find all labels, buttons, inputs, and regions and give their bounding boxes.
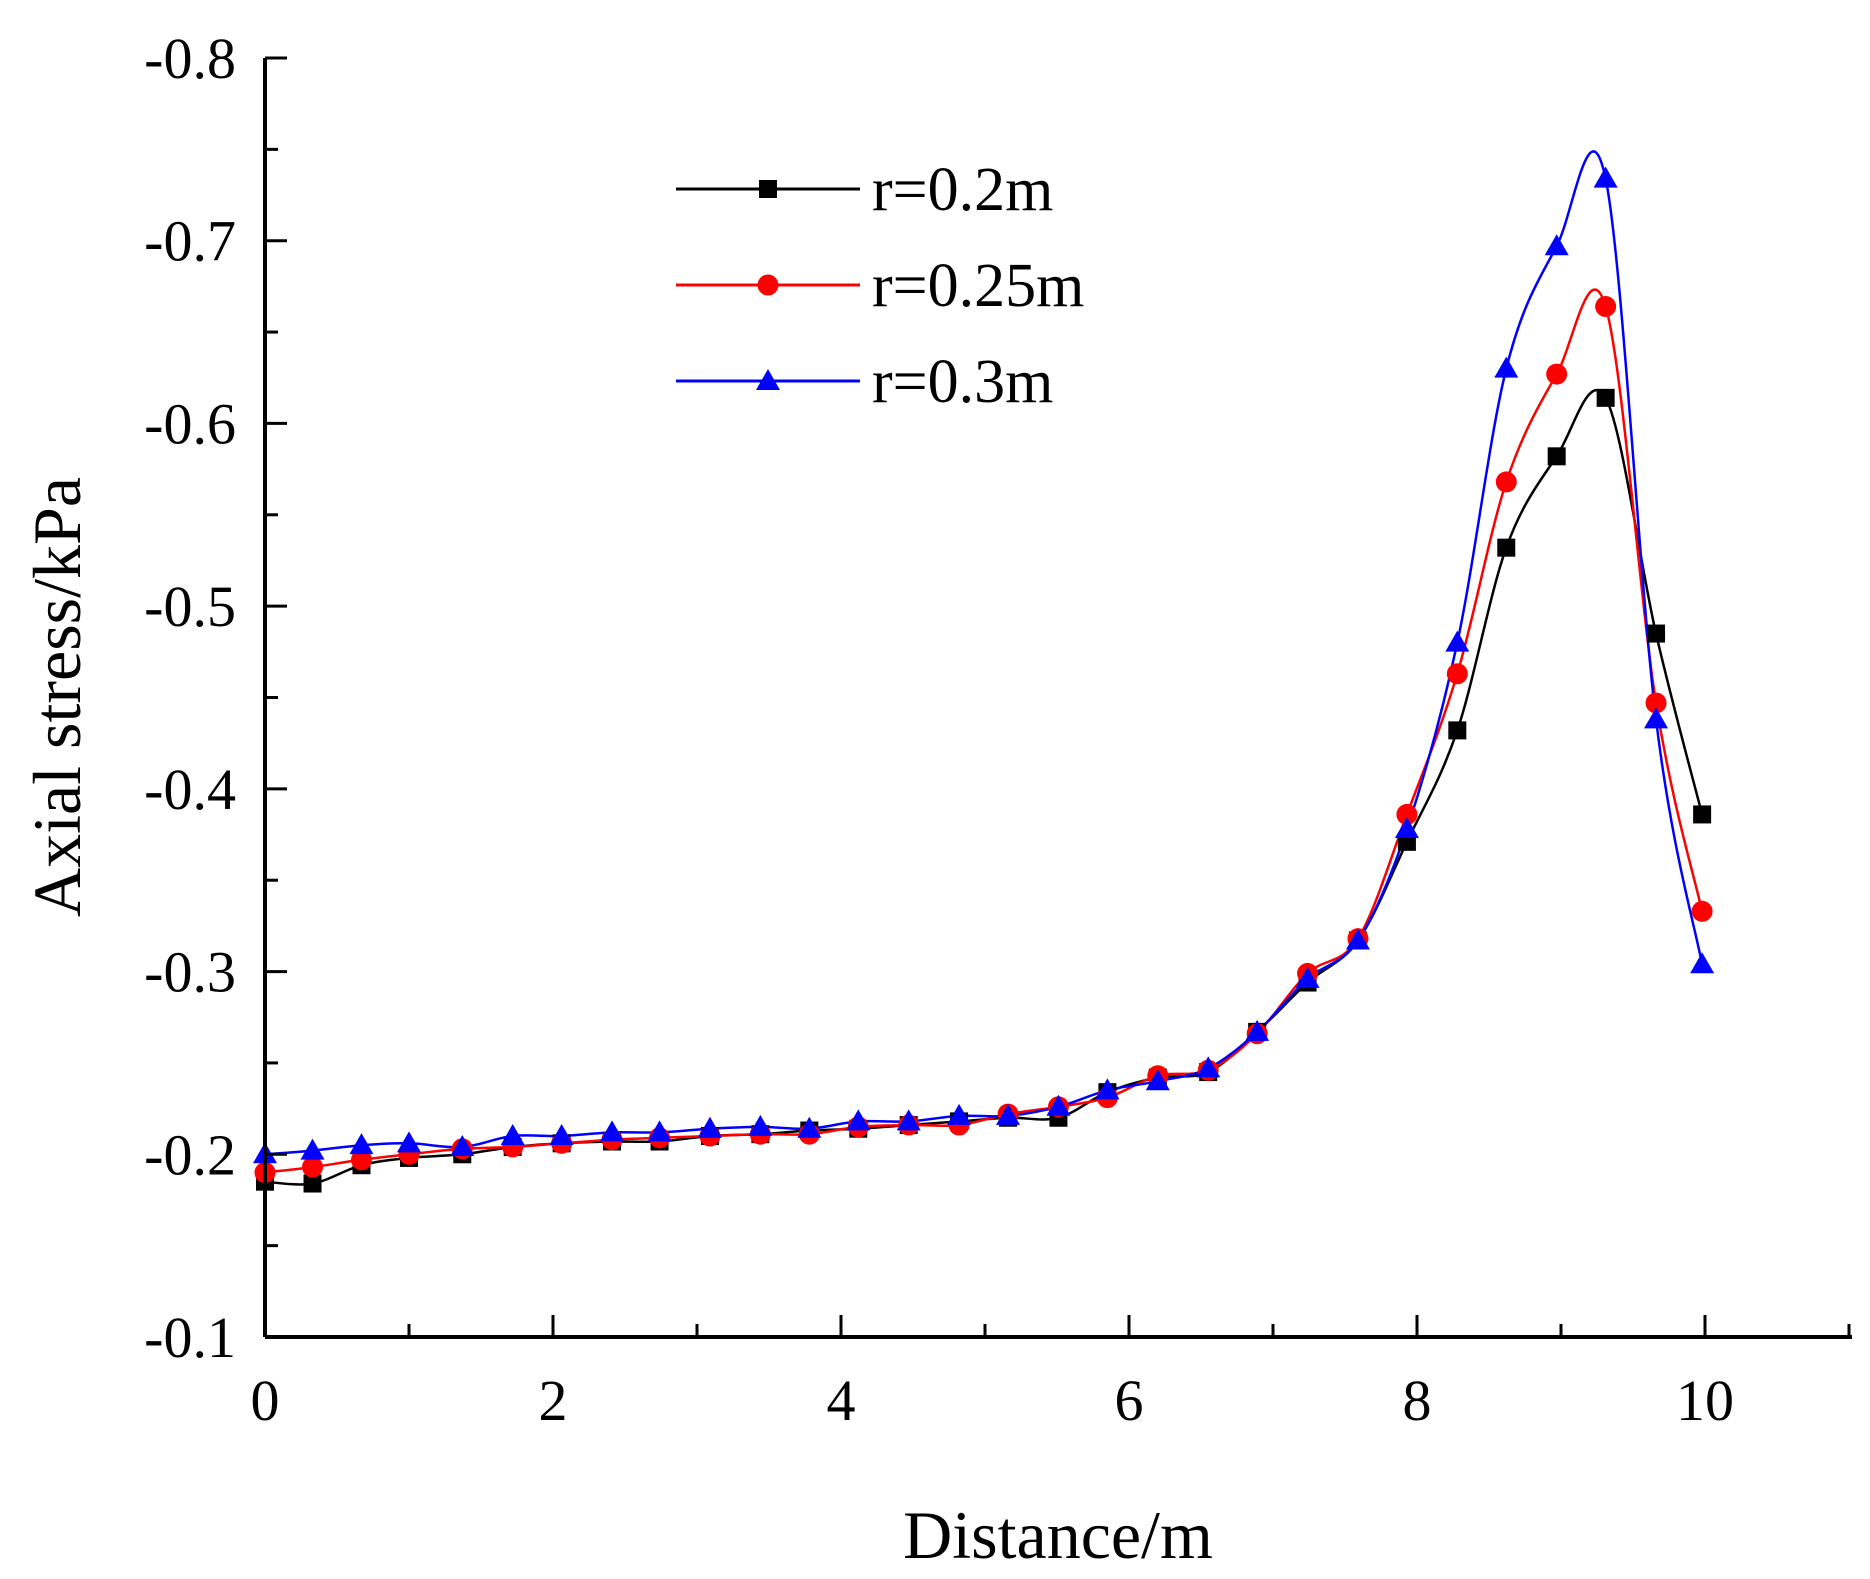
y-tick-label: -0.3 — [144, 940, 236, 1005]
x-tick-label: 10 — [1676, 1368, 1734, 1433]
legend-item: r=0.3m — [676, 348, 1053, 416]
data-point — [1145, 1069, 1170, 1091]
legend-marker-shape — [756, 369, 780, 390]
data-point — [1690, 952, 1715, 974]
data-point — [1245, 1019, 1270, 1041]
data-point — [1544, 234, 1569, 256]
legend-item: r=0.2m — [676, 156, 1053, 224]
data-point — [1446, 663, 1468, 685]
data-point — [1445, 630, 1470, 652]
data-point — [350, 1149, 372, 1171]
legend: r=0.2m r=0.25m r=0.3m — [676, 156, 1084, 416]
legend-label: r=0.3m — [872, 348, 1053, 416]
y-tick-label: -0.6 — [144, 391, 236, 456]
data-point — [1644, 707, 1669, 729]
data-point — [1196, 1056, 1221, 1078]
data-point — [1691, 900, 1713, 922]
y-tick-label: -0.7 — [144, 209, 236, 274]
y-axis-title: Axial stress/kPa — [19, 477, 95, 917]
data-point — [947, 1103, 972, 1125]
data-point — [397, 1131, 421, 1153]
axis-ticks — [263, 56, 1851, 1339]
legend-label: r=0.2m — [872, 156, 1053, 224]
series-line-2 — [264, 288, 1704, 1174]
data-point — [1596, 388, 1615, 407]
data-point — [1394, 817, 1419, 839]
series-line-1 — [264, 388, 1704, 1186]
legend-marker-shape — [757, 274, 779, 296]
y-tick-label: -0.8 — [144, 26, 236, 91]
legend-marker — [756, 369, 780, 390]
y-tick-label: -0.4 — [144, 757, 236, 822]
data-point — [846, 1109, 871, 1131]
x-tick-label: 0 — [251, 1368, 280, 1433]
legend-marker-shape — [759, 180, 777, 198]
data-point — [647, 1120, 672, 1142]
x-tick-labels: 0 2 4 6 8 10 — [251, 1368, 1735, 1433]
legend-marker — [759, 180, 777, 198]
data-point — [1345, 928, 1370, 950]
data-point — [500, 1124, 525, 1146]
data-point — [1647, 624, 1666, 643]
data-point — [1693, 805, 1712, 824]
y-tick-labels: -0.1 -0.2 -0.3 -0.4 -0.5 -0.6 -0.7 -0.8 — [144, 26, 236, 1370]
series-1-markers — [256, 388, 1712, 1193]
x-tick-label: 4 — [827, 1368, 856, 1433]
x-tick-label: 6 — [1115, 1368, 1144, 1433]
data-point — [1448, 721, 1467, 740]
data-point — [600, 1120, 625, 1142]
y-tick-label: -0.5 — [144, 574, 236, 639]
x-tick-label: 8 — [1403, 1368, 1432, 1433]
data-point — [1495, 471, 1517, 493]
data-point — [1547, 447, 1566, 466]
data-point — [797, 1116, 822, 1138]
data-point — [1595, 295, 1617, 317]
y-tick-label: -0.2 — [144, 1122, 236, 1187]
data-point — [450, 1134, 475, 1156]
data-point — [1497, 538, 1516, 557]
data-point — [302, 1156, 324, 1178]
data-point — [303, 1174, 322, 1193]
x-axis-title: Distance/m — [903, 1497, 1213, 1573]
data-point — [1396, 803, 1418, 825]
data-point — [1494, 356, 1519, 378]
legend-marker — [757, 274, 779, 296]
legend-label: r=0.25m — [872, 252, 1084, 320]
data-point — [896, 1109, 921, 1131]
data-point — [1593, 166, 1618, 188]
data-point — [549, 1124, 574, 1146]
data-point — [748, 1114, 773, 1136]
data-point — [1095, 1078, 1120, 1100]
data-point — [996, 1103, 1021, 1125]
series-markers — [253, 166, 1715, 1193]
series-3-markers — [253, 166, 1715, 1164]
data-point — [1046, 1094, 1071, 1116]
legend-item: r=0.25m — [676, 252, 1084, 320]
data-point — [300, 1138, 325, 1160]
x-tick-label: 2 — [539, 1368, 568, 1433]
data-point — [697, 1116, 722, 1138]
data-point — [1645, 692, 1667, 714]
y-tick-label: -0.1 — [144, 1305, 236, 1370]
data-point — [349, 1133, 374, 1155]
data-point — [1295, 966, 1320, 988]
data-point — [1546, 363, 1568, 385]
